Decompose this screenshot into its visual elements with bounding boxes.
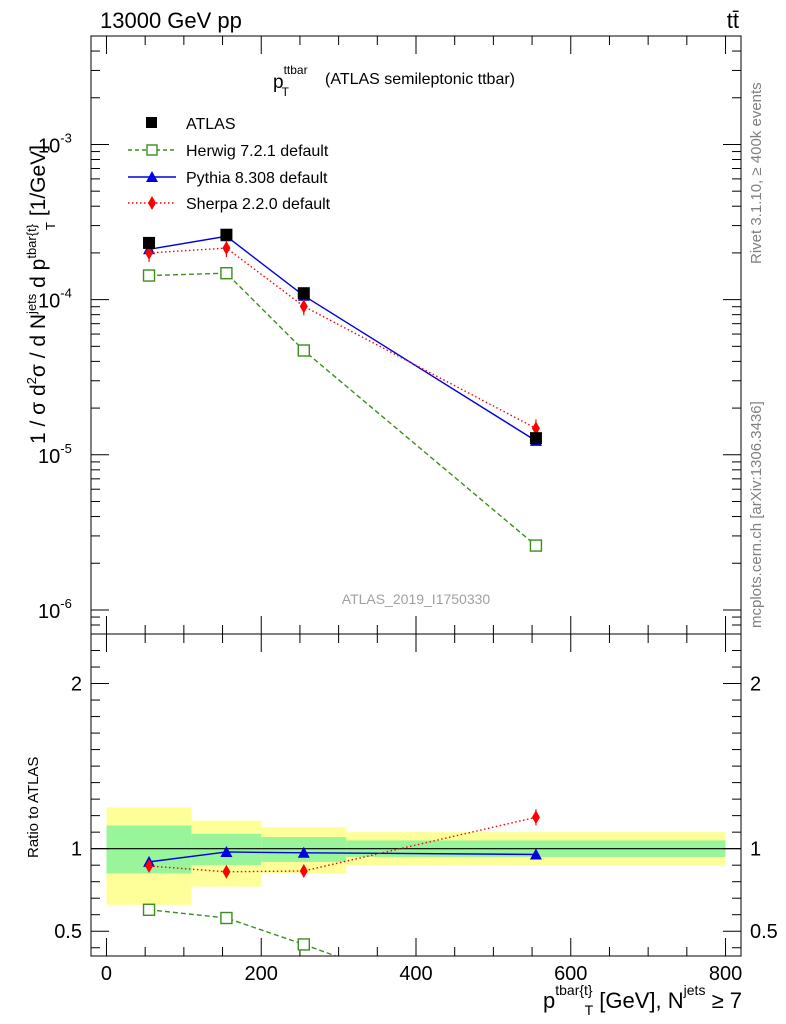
series-sherpa <box>145 239 540 438</box>
x-tick-label: 800 <box>709 963 742 985</box>
ratio-y-axis-label: Ratio to ATLAS <box>25 757 42 858</box>
ratio-line-pythia <box>148 851 536 863</box>
series-pythia <box>143 230 542 446</box>
legend-label-pythia: Pythia 8.308 default <box>186 170 328 187</box>
main-axis-ticks <box>91 35 741 635</box>
main-series-layer <box>142 228 543 552</box>
ratio-y-tick-label: 2 <box>71 674 82 696</box>
line-sherpa <box>148 247 537 429</box>
ratio-point-pythia <box>529 848 542 860</box>
ratio-axis-ticks <box>91 634 741 956</box>
ratio-point-sherpa <box>145 859 154 874</box>
ratio-y-tick-label-right: 2 <box>750 674 761 696</box>
ratio-series-layer <box>142 809 542 978</box>
line-pythia <box>148 235 537 442</box>
point-sherpa <box>299 299 308 314</box>
y-tick-label: 10-4 <box>38 286 72 313</box>
point-atlas <box>297 287 310 300</box>
ratio-line-sherpa <box>148 816 537 873</box>
ratio-point-sherpa <box>299 863 308 878</box>
legend-marker-sherpa <box>148 196 156 210</box>
ratio-point-pythia <box>220 845 233 857</box>
ratio-series-sherpa <box>145 809 540 879</box>
legend-marker-herwig <box>146 144 158 156</box>
y-tick-label: 10-5 <box>38 441 72 468</box>
ratio-x-tick-labels: 0 200 400 600 800 <box>101 963 742 985</box>
point-sherpa <box>222 241 231 256</box>
ratio-point-herwig <box>376 967 387 978</box>
x-axis-label: ptbar{t} T [GeV], Njets ≥ 7 <box>543 982 742 1018</box>
ratio-y-tick-label-right: 0.5 <box>750 921 778 943</box>
point-atlas <box>143 236 156 249</box>
main-y-axis-label: 1 / σ d2σ / d Njets d ptbar{t} T [1/GeV] <box>24 145 58 444</box>
legend-entry-herwig: Herwig 7.2.1 default <box>128 143 329 160</box>
header-energy-label: 13000 GeV pp <box>100 8 242 33</box>
ratio-point-sherpa <box>531 810 540 825</box>
point-herwig <box>220 267 233 280</box>
ratio-y-tick-label-right: 1 <box>750 839 761 861</box>
ratio-point-pythia <box>297 846 310 858</box>
ratio-y-tick-label: 1 <box>71 839 82 861</box>
legend-entry-pythia: Pythia 8.308 default <box>128 170 328 187</box>
header-process-label: tt̄ <box>727 8 739 33</box>
legend-label-atlas: ATLAS <box>186 116 236 133</box>
legend-label-sherpa: Sherpa 2.2.0 default <box>186 196 331 213</box>
legend-entry-atlas: ATLAS <box>146 116 236 133</box>
point-atlas <box>220 228 233 241</box>
y-tick-label: 10-3 <box>38 130 72 157</box>
legend-label-herwig: Herwig 7.2.1 default <box>186 143 329 160</box>
ratio-point-sherpa <box>222 864 231 879</box>
legend-marker-pythia <box>146 171 158 182</box>
series-atlas <box>143 228 542 445</box>
y-tick-label: 10-6 <box>38 596 72 623</box>
legend: ATLAS Herwig 7.2.1 default Pythia 8.308 … <box>128 116 331 213</box>
mcplots-label: mcplots.cern.ch [arXiv:1306.3436] <box>748 401 765 628</box>
point-herwig <box>297 344 310 357</box>
point-sherpa <box>145 245 154 260</box>
plot-title: pttbar T <box>273 63 308 99</box>
ratio-point-herwig <box>297 938 310 951</box>
ratio-y-tick-label: 0.5 <box>54 921 82 943</box>
rivet-version-label: Rivet 3.1.10, ≥ 400k events <box>748 82 765 264</box>
point-atlas <box>529 432 542 445</box>
line-herwig <box>149 272 537 547</box>
point-sherpa <box>531 421 540 436</box>
series-herwig <box>142 267 543 552</box>
main-y-tick-labels: 10-3 10-4 10-5 10-6 <box>38 130 72 623</box>
ratio-point-herwig <box>220 911 233 925</box>
ratio-panel: 0.5 0.51 12 2 0 200 400 600 800 Ratio to ATLAS … <box>25 633 778 1018</box>
legend-marker-atlas <box>146 117 157 128</box>
x-tick-label: 0 <box>101 963 112 985</box>
point-herwig <box>529 539 543 552</box>
point-herwig <box>142 269 156 282</box>
x-tick-label: 200 <box>245 963 278 985</box>
ratio-point-herwig <box>142 903 156 916</box>
ratio-uncertainty-bands <box>91 807 741 905</box>
analysis-id-watermark: ATLAS_2019_I1750330 <box>342 591 491 607</box>
x-tick-label: 400 <box>399 963 432 985</box>
legend-entry-sherpa: Sherpa 2.2.0 default <box>128 196 331 213</box>
ratio-series-herwig <box>142 903 387 978</box>
x-tick-label: 600 <box>554 963 587 985</box>
ratio-plot-frame <box>90 633 742 957</box>
ratio-y-tick-labels: 0.5 0.5 1 1 2 2 <box>54 674 778 944</box>
plot-subtitle: (ATLAS semileptonic ttbar) <box>325 71 515 88</box>
main-panel: 10-3 10-4 10-5 10-6 pttbar T (ATLAS semilept… <box>24 35 742 635</box>
